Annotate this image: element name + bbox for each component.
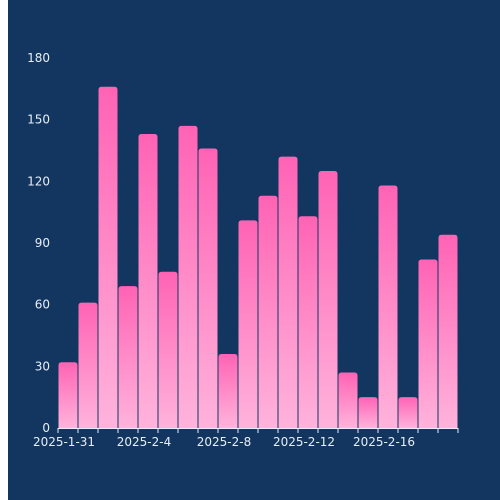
bars: [58, 86, 458, 429]
bar: [138, 134, 158, 429]
x-axis: [57, 428, 459, 433]
y-tick-label: 120: [27, 174, 50, 188]
y-tick-label: 90: [35, 236, 50, 250]
bar: [118, 286, 138, 428]
bar: [358, 397, 378, 428]
bar: [398, 397, 418, 428]
x-tick-label: 2025-1-31: [33, 435, 95, 449]
bar: [378, 185, 398, 428]
bar: [98, 86, 118, 429]
bar: [298, 216, 318, 428]
bar: [278, 156, 298, 428]
y-tick-label: 60: [35, 298, 50, 312]
bar: [438, 234, 458, 428]
bar: [238, 220, 258, 428]
x-tick-label: 2025-2-16: [353, 435, 415, 449]
bar: [158, 271, 178, 428]
x-tick-label: 2025-2-4: [117, 435, 171, 449]
bar: [218, 354, 238, 428]
x-tick-label: 2025-2-12: [273, 435, 335, 449]
bar: [418, 259, 438, 428]
y-axis-labels: 0 30 60 90 120 150 180: [27, 51, 50, 435]
x-tick-label: 2025-2-8: [197, 435, 251, 449]
bar: [258, 195, 278, 428]
x-axis-labels: 2025-1-31 2025-2-4 2025-2-8 2025-2-12 2025-2…: [33, 435, 415, 449]
y-tick-label: 30: [35, 359, 50, 373]
y-tick-label: 150: [27, 113, 50, 127]
y-tick-label: 180: [27, 51, 50, 65]
bar: [338, 372, 358, 428]
bar: [78, 302, 98, 428]
bar: [58, 362, 78, 428]
bar: [178, 125, 198, 428]
y-tick-label: 0: [42, 421, 50, 435]
bar: [198, 148, 218, 428]
bar: [318, 171, 338, 429]
